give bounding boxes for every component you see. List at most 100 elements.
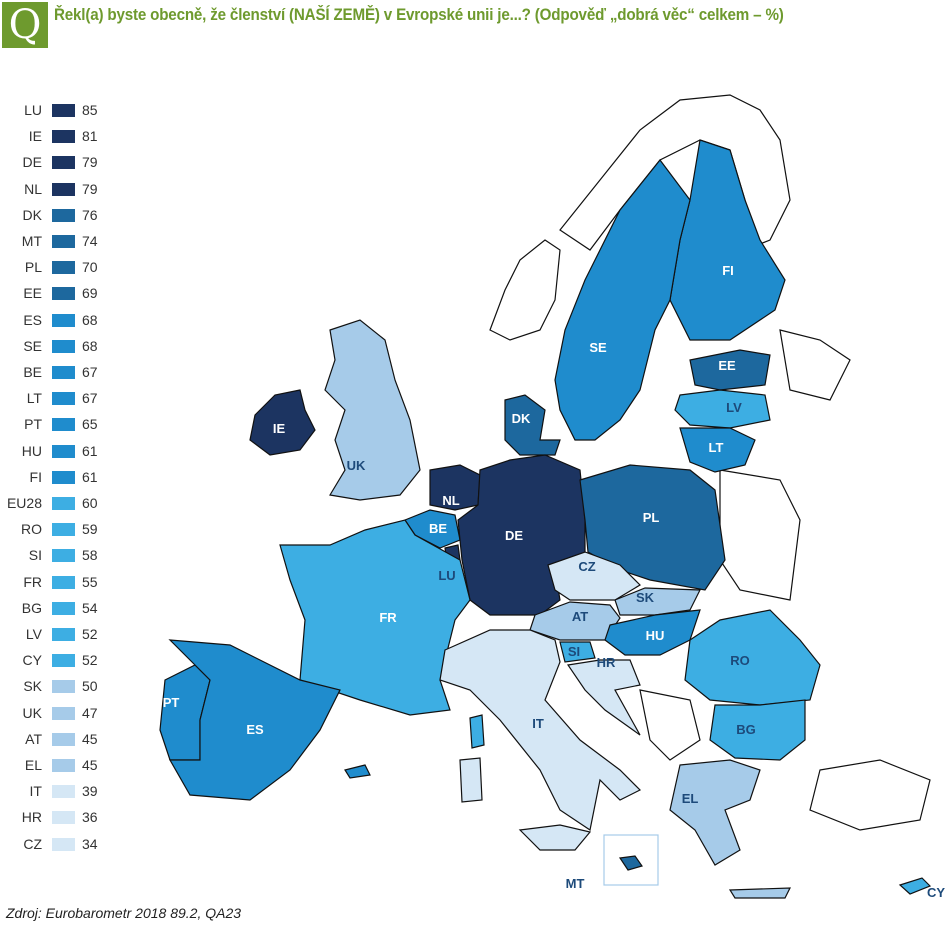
map-label-hr: HR	[597, 655, 616, 670]
map-label-it: IT	[532, 716, 544, 731]
country-ro	[684, 609, 821, 706]
legend-row-ro: RO 59	[0, 519, 120, 539]
legend-swatch	[52, 444, 75, 458]
legend-swatch	[52, 366, 75, 379]
legend-value: 79	[82, 154, 98, 171]
legend-row-be: BE 67	[0, 362, 120, 382]
legend-row-ie: IE 81	[0, 126, 120, 146]
legend-row-mt: MT 74	[0, 231, 120, 251]
legend-row-fr: FR 55	[0, 572, 120, 592]
country-cy	[898, 877, 932, 895]
legend-value: 61	[82, 468, 98, 485]
legend-row-cy: CY 52	[0, 650, 120, 670]
legend-code: RO	[21, 521, 42, 538]
map-label-fi: FI	[722, 263, 734, 278]
legend-swatch	[52, 470, 75, 484]
legend-code: AT	[25, 730, 42, 747]
legend-value: 61	[82, 442, 98, 459]
legend-swatch	[52, 601, 75, 615]
legend-code: SI	[28, 547, 42, 564]
legend-swatch	[52, 549, 75, 563]
map-label-de: DE	[505, 528, 523, 543]
legend-row-lt: LT 67	[0, 388, 120, 408]
legend-code: FR	[23, 573, 42, 590]
legend-row-sk: SK 50	[0, 676, 120, 696]
eu-countries	[159, 139, 932, 899]
legend-row-de: DE 79	[0, 152, 120, 172]
country-si	[559, 641, 596, 663]
legend-swatch	[52, 392, 75, 406]
legend-row-cz: CZ 34	[0, 834, 120, 854]
legend-code: IE	[28, 128, 42, 145]
country-es-balearic	[344, 764, 371, 779]
legend-swatch	[52, 182, 75, 196]
map-label-mt: MT	[566, 876, 585, 891]
country-uk	[324, 319, 421, 501]
legend-value: 76	[82, 206, 98, 223]
legend-value: 52	[82, 652, 98, 669]
legend-swatch	[52, 575, 75, 589]
legend-swatch	[52, 418, 75, 432]
legend-value: 70	[82, 259, 98, 276]
legend-row-bg: BG 54	[0, 598, 120, 618]
country-ie	[249, 389, 316, 456]
legend-swatch	[52, 313, 75, 327]
source-note: Zdroj: Eurobarometr 2018 89.2, QA23	[6, 905, 242, 921]
map-label-pt: PT	[163, 695, 180, 710]
legend-value: 54	[82, 599, 98, 616]
legend-value: 55	[82, 573, 98, 590]
country-sk	[614, 587, 701, 616]
legend-swatch	[52, 837, 75, 851]
country-ee	[689, 349, 771, 391]
country-fr-corsica	[469, 714, 485, 749]
map-label-se: SE	[589, 340, 607, 355]
legend-swatch	[52, 628, 75, 641]
legend-code: CY	[22, 652, 42, 669]
legend-value: 68	[82, 311, 98, 328]
map-label-uk: UK	[347, 458, 366, 473]
legend-swatch	[52, 130, 75, 144]
country-it-sicily	[518, 824, 592, 851]
legend-swatch	[52, 706, 75, 720]
map-label-fr: FR	[379, 610, 397, 625]
map-label-cy: CY	[927, 885, 945, 900]
map-label-be: BE	[429, 521, 447, 536]
map-label-lt: LT	[709, 440, 724, 455]
map-label-ee: EE	[718, 358, 736, 373]
map-label-lu: LU	[438, 568, 455, 583]
legend-swatch	[52, 811, 75, 825]
legend-value: 39	[82, 783, 98, 800]
legend-code: HU	[21, 442, 42, 459]
legend-code: IT	[29, 783, 42, 800]
legend-value: 45	[82, 730, 98, 747]
legend-swatch	[52, 732, 75, 746]
question-badge: Q	[2, 2, 48, 48]
legend-swatch	[52, 654, 75, 668]
legend-code: ES	[23, 311, 42, 328]
legend-row-it: IT 39	[0, 781, 120, 801]
legend-swatch	[52, 339, 75, 353]
country-es	[168, 639, 341, 801]
legend-row-es: ES 68	[0, 310, 120, 330]
country-it	[439, 629, 642, 831]
legend-swatch	[52, 497, 75, 510]
legend-value: 85	[82, 102, 98, 118]
map-label-es: ES	[246, 722, 264, 737]
legend-code: PT	[24, 416, 42, 433]
map-label-si: SI	[568, 644, 580, 659]
legend-row-fi: FI 61	[0, 467, 120, 487]
legend-value: 59	[82, 521, 98, 538]
legend-value: 65	[82, 416, 98, 433]
legend-code: DE	[22, 154, 42, 171]
legend-value: 47	[82, 704, 98, 721]
map-label-el: EL	[682, 791, 699, 806]
legend-swatch	[52, 287, 75, 301]
legend-swatch	[52, 156, 75, 170]
legend-row-dk: DK 76	[0, 205, 120, 225]
country-mt	[618, 855, 643, 871]
map-label-at: AT	[572, 609, 588, 624]
country-it-sardinia	[459, 757, 483, 803]
malta-inset-box	[603, 834, 659, 886]
legend-row-lu: LU 85	[0, 100, 120, 120]
